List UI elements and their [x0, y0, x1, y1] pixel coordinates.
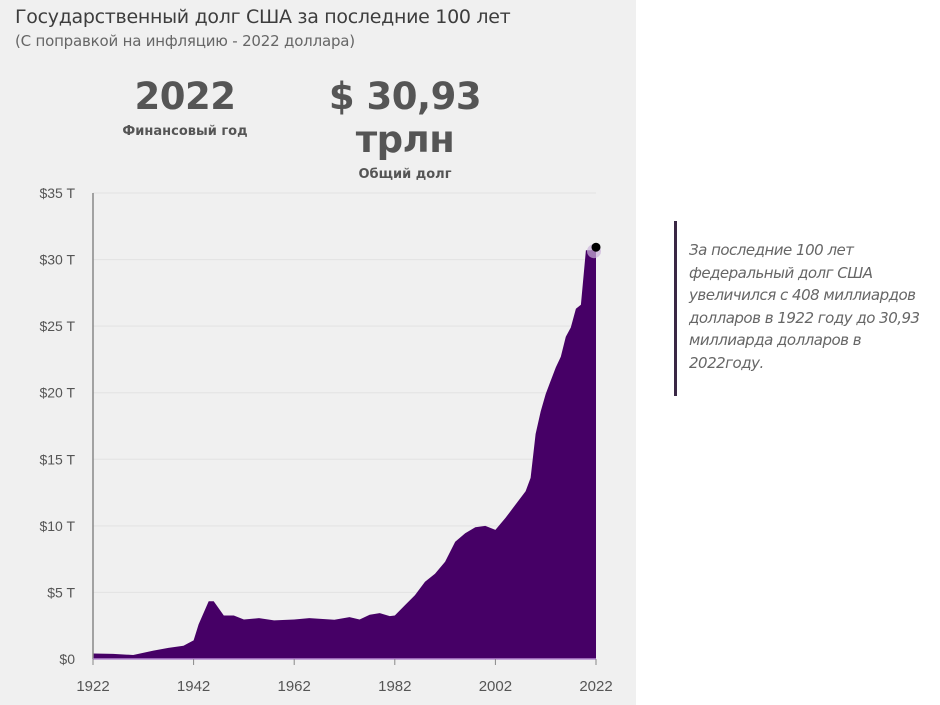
kpi-year-value: 2022 [134, 75, 236, 118]
y-tick-label: $0 [59, 651, 75, 667]
chart-subtitle: (С поправкой на инфляцию - 2022 доллара) [15, 32, 355, 50]
annotation-line: За последние 100 лет [689, 241, 854, 259]
y-tick-label: $25 T [39, 318, 75, 334]
kpi-debt-value: $ 30,93 трлн [328, 75, 482, 161]
annotation-line: увеличился с 408 миллиардов [689, 286, 916, 304]
annotation-line: долларов в 1922 году до 30,93 [689, 308, 920, 327]
y-tick-label: $35 T [39, 185, 75, 201]
x-tick-label: 1962 [278, 678, 311, 695]
x-tick-label: 2022 [579, 678, 612, 695]
debt-area [93, 247, 596, 659]
y-tick-label: $10 T [39, 518, 75, 534]
y-tick-label: $20 T [39, 385, 75, 401]
highlight-point [591, 242, 601, 252]
kpi-total-debt: $ 30,93 трлн Общий долг [275, 75, 535, 182]
y-tick-label: $15 T [39, 451, 75, 467]
y-tick-label: $30 T [39, 252, 75, 268]
kpi-fiscal-year: 2022 Финансовый год [110, 75, 260, 139]
x-tick-label: 1982 [378, 678, 411, 695]
annotation-line: 2022году. [689, 353, 764, 372]
x-tick-label: 1942 [177, 678, 210, 695]
x-tick-label: 2002 [479, 678, 512, 695]
kpi-year-label: Финансовый год [122, 124, 248, 139]
annotation-text: За последние 100 лет федеральный долг СШ… [689, 239, 920, 374]
kpi-debt-label: Общий долг [358, 167, 452, 182]
annotation-line: миллиарда долларов в [689, 331, 862, 349]
x-tick-label: 1922 [76, 678, 109, 695]
y-tick-label: $5 T [47, 584, 75, 600]
area-chart: $0 $5 T $10 T $15 T $20 T $25 T $30 T $35 T 1922… [39, 185, 612, 695]
annotation-line: федеральный долг США [689, 263, 873, 282]
annotation-quote: За последние 100 лет федеральный долг СШ… [674, 221, 920, 396]
chart-title: Государственный долг США за последние 10… [15, 6, 511, 28]
